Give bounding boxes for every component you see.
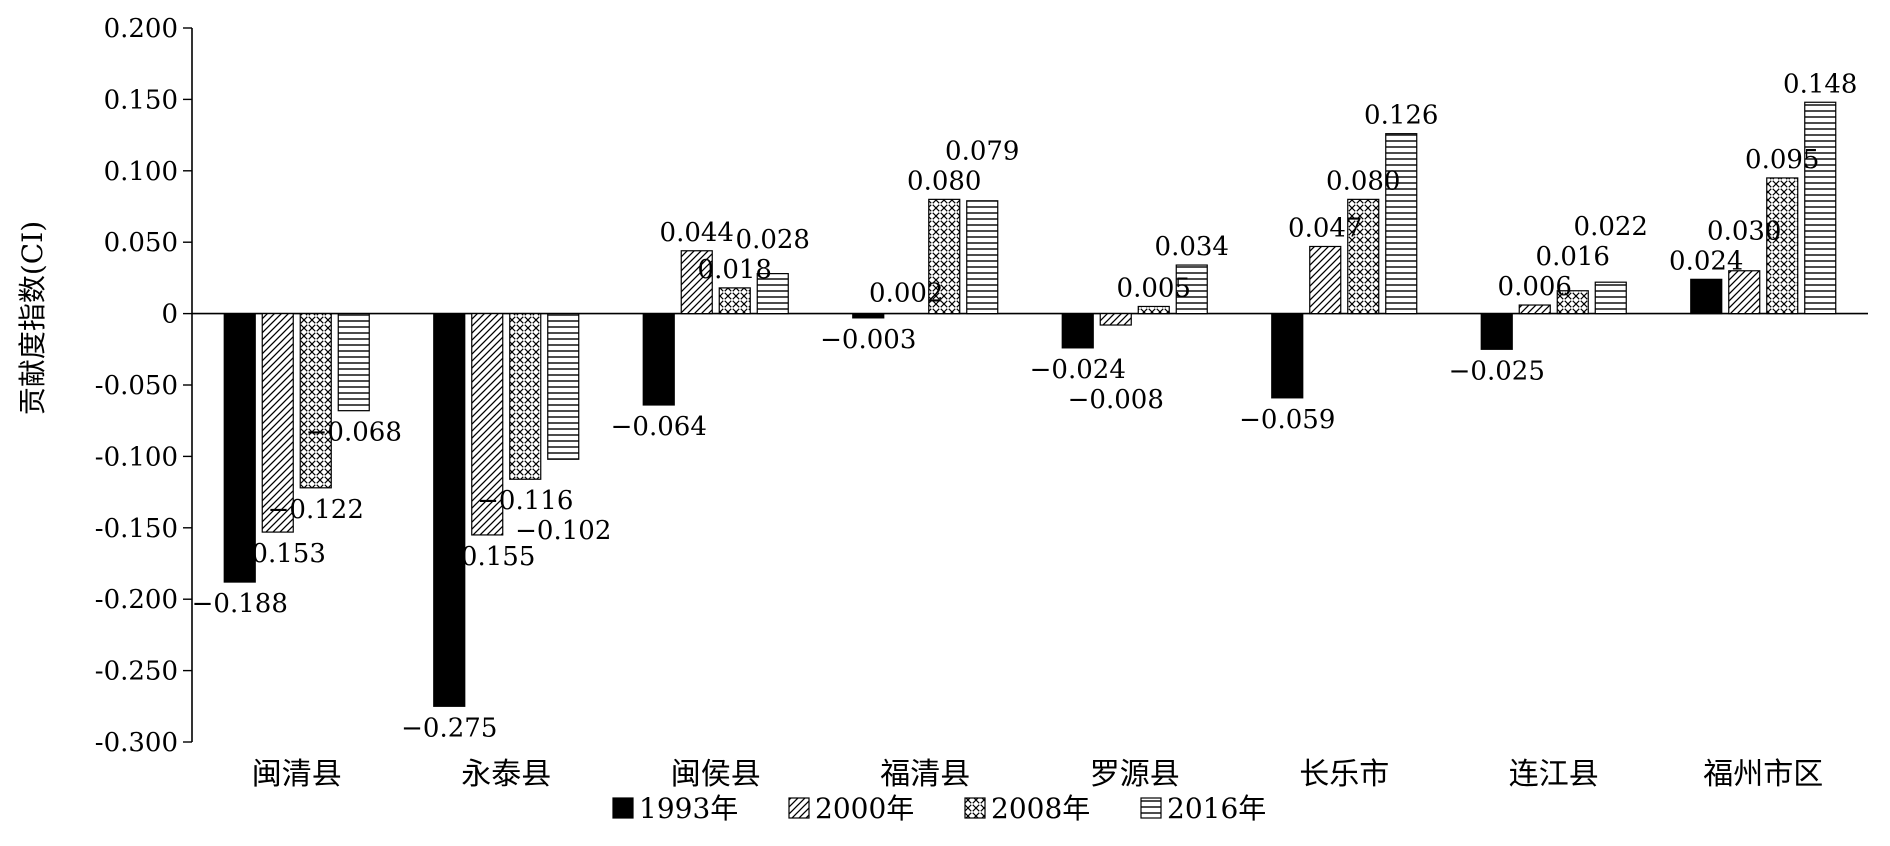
bar [1728, 270, 1761, 315]
data-label: 0.005 [1117, 273, 1191, 303]
y-tick-label: 0.150 [104, 85, 178, 115]
bar [223, 313, 256, 583]
legend-label: 2016年 [1167, 792, 1266, 825]
data-label: −0.153 [230, 539, 326, 569]
category-label: 福清县 [880, 757, 970, 792]
category-label: 闽侯县 [671, 757, 761, 792]
category-label: 永泰县 [461, 757, 551, 792]
data-label: 0.030 [1707, 216, 1781, 246]
data-label: 0.018 [698, 255, 772, 285]
data-label: −0.188 [192, 589, 288, 619]
bar [1690, 278, 1723, 315]
y-tick-label: -0.100 [95, 442, 178, 472]
bar [1594, 281, 1627, 315]
bar [261, 313, 294, 533]
data-label: −0.059 [1239, 405, 1335, 435]
y-tick-label: -0.150 [95, 514, 178, 544]
data-label: −0.024 [1030, 355, 1126, 385]
bar [928, 198, 961, 315]
data-label: 0.024 [1669, 246, 1743, 276]
y-tick-label: -0.050 [95, 371, 178, 401]
y-axis-label: 贡献度指数(CI) [16, 221, 49, 415]
legend-label: 2000年 [815, 792, 914, 825]
data-label: 0.016 [1536, 242, 1610, 272]
data-label: −0.025 [1449, 356, 1545, 386]
data-label: 0.028 [736, 225, 810, 255]
data-labels: −0.188−0.153−0.122−0.068−0.275−0.155−0.1… [192, 69, 1858, 743]
y-tick-label: 0 [161, 300, 178, 330]
bar [1347, 198, 1380, 315]
bar [1385, 133, 1418, 315]
data-label: 0.080 [907, 166, 981, 196]
bar [1556, 290, 1589, 315]
y-tick-label: 0.200 [104, 14, 178, 44]
legend: 1993年 2000年 2008年 2016年 [612, 792, 1266, 825]
data-label: −0.122 [268, 495, 364, 525]
data-label: 0.034 [1155, 232, 1229, 262]
axes: 0.200 0.150 0.100 0.050 0 -0.050 -0.100 -0.150 -… [95, 14, 1868, 792]
y-tick-label: 0.050 [104, 228, 178, 258]
bar [852, 313, 885, 319]
data-label: 0.126 [1364, 101, 1438, 131]
data-label: −0.155 [439, 542, 535, 572]
legend-label: 1993年 [639, 792, 738, 825]
bar [1766, 177, 1799, 315]
bar [547, 313, 580, 460]
bar [1099, 313, 1132, 326]
data-label: 0.080 [1326, 166, 1400, 196]
data-label: −0.068 [306, 418, 402, 448]
y-tick-label: 0.100 [104, 157, 178, 187]
y-tick-label: -0.200 [95, 585, 178, 615]
data-label: 0.095 [1745, 145, 1819, 175]
bar [1061, 313, 1094, 349]
bar [433, 313, 466, 707]
bar [1175, 264, 1208, 315]
data-label: −0.003 [820, 325, 916, 355]
bar [1271, 313, 1304, 399]
bar [718, 287, 751, 315]
bars [223, 101, 1837, 707]
data-label: 0.002 [869, 279, 943, 309]
bar [1137, 305, 1170, 315]
bar [509, 313, 542, 480]
bar [299, 313, 332, 489]
bar [642, 313, 675, 406]
bar [756, 273, 789, 315]
category-label: 罗源县 [1090, 757, 1180, 792]
bar [1804, 101, 1837, 315]
bar [337, 313, 370, 412]
legend-swatch [788, 797, 810, 819]
data-label: −0.102 [515, 516, 611, 546]
bar [1309, 245, 1342, 315]
legend-label: 2008年 [991, 792, 1090, 825]
bar [966, 200, 999, 315]
bar [1518, 304, 1551, 315]
data-label: 0.079 [945, 136, 1019, 166]
legend-swatch [612, 797, 634, 819]
data-label: 0.047 [1288, 213, 1362, 243]
data-label: 0.148 [1783, 69, 1857, 99]
data-label: −0.275 [401, 713, 497, 743]
data-label: 0.006 [1498, 272, 1572, 302]
legend-swatch [964, 797, 986, 819]
legend-swatch [1140, 797, 1162, 819]
y-tick-label: -0.250 [95, 657, 178, 687]
data-label: −0.008 [1068, 385, 1164, 415]
data-label: 0.022 [1574, 212, 1648, 242]
bar [471, 313, 504, 536]
category-label: 闽清县 [252, 757, 342, 792]
y-tick-label: -0.300 [95, 728, 178, 758]
category-label: 福州市区 [1703, 757, 1823, 792]
data-label: −0.116 [477, 486, 573, 516]
data-label: 0.044 [660, 218, 734, 248]
data-label: −0.064 [611, 412, 707, 442]
bar [1480, 313, 1513, 350]
bar [680, 250, 713, 315]
category-label: 连江县 [1509, 757, 1599, 792]
category-label: 长乐市 [1299, 757, 1389, 792]
